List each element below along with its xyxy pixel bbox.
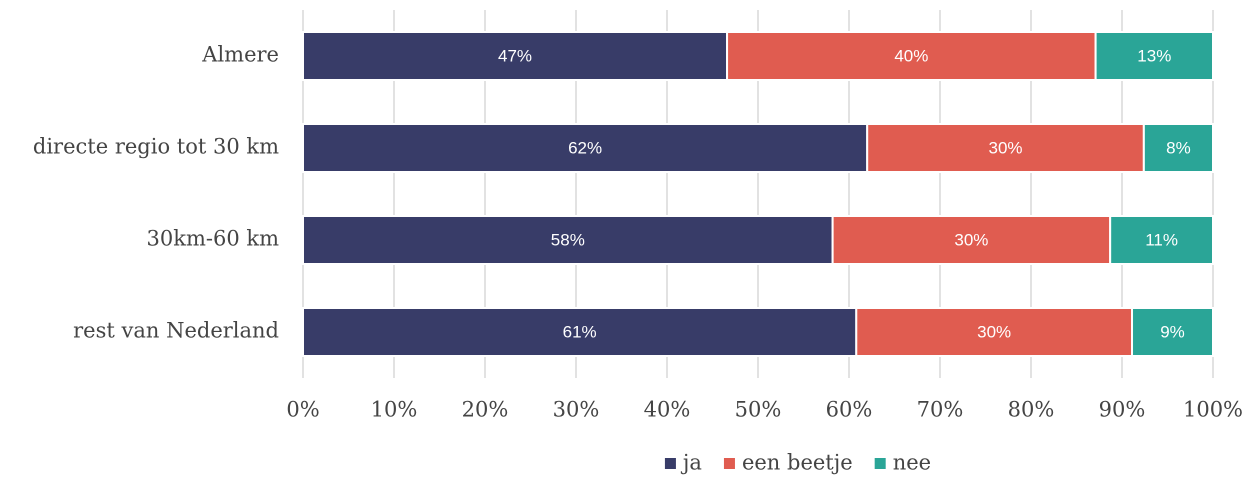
data-label: 30% <box>977 322 1011 341</box>
x-tick-label: 20% <box>462 398 509 422</box>
data-label: 13% <box>1137 46 1171 65</box>
x-tick-label: 40% <box>644 398 691 422</box>
data-label: 9% <box>1160 322 1185 341</box>
x-tick-label: 70% <box>917 398 964 422</box>
legend-swatch <box>874 458 886 469</box>
x-tick-label: 80% <box>1008 398 1055 422</box>
x-tick-label: 90% <box>1099 398 1146 422</box>
data-label: 61% <box>563 322 597 341</box>
data-label: 30% <box>989 138 1023 157</box>
bar-segment <box>866 123 1145 173</box>
y-tick-label: directe regio tot 30 km <box>33 135 279 159</box>
data-label: 8% <box>1166 138 1191 157</box>
data-label: 11% <box>1145 230 1178 249</box>
y-tick-label: Almere <box>201 43 279 67</box>
bar-segment <box>302 31 729 81</box>
bar-segment <box>855 307 1134 357</box>
y-tick-label: rest van Nederland <box>73 319 279 343</box>
data-label: 47% <box>498 46 532 65</box>
x-tick-label: 10% <box>371 398 418 422</box>
data-label: 62% <box>568 138 602 157</box>
legend-swatch <box>664 458 676 469</box>
bar-segment <box>1109 215 1215 265</box>
bar-segment <box>302 215 834 265</box>
bar-segment <box>1094 31 1214 81</box>
bar-segment <box>726 31 1097 81</box>
legend-label: een beetje <box>742 451 853 475</box>
data-label: 58% <box>551 230 585 249</box>
x-tick-label: 30% <box>553 398 600 422</box>
bar-segment <box>302 307 858 357</box>
legend-label: nee <box>893 451 931 475</box>
x-tick-label: 50% <box>735 398 782 422</box>
bar-segment <box>1131 307 1215 357</box>
x-tick-label: 60% <box>826 398 873 422</box>
x-tick-label: 0% <box>286 398 319 422</box>
legend-swatch <box>723 458 735 469</box>
x-tick-label: 100% <box>1183 398 1243 422</box>
data-label: 30% <box>954 230 988 249</box>
data-label: 40% <box>894 46 928 65</box>
bar-segment <box>302 123 869 173</box>
y-tick-label: 30km-60 km <box>147 227 280 251</box>
bar-segment <box>1142 123 1214 173</box>
legend-label: ja <box>680 451 702 475</box>
